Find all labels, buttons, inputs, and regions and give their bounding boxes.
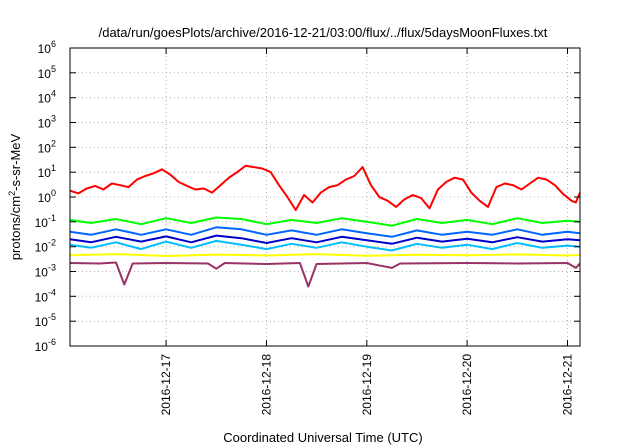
y-tick-label-base: 10 <box>38 42 52 56</box>
y-tick-label-base: 10 <box>35 290 49 304</box>
y-tick-label: 102 <box>38 138 56 155</box>
y-tick-label-exp: 0 <box>51 188 56 198</box>
y-tick-label: 10-2 <box>35 238 56 255</box>
y-tick-label: 100 <box>38 188 56 205</box>
y-tick-label-exp: 1 <box>51 163 56 173</box>
y-tick-label: 103 <box>38 114 56 131</box>
y-axis-label-base: protons/cm <box>8 196 23 260</box>
x-tick-label: 2016-12-20 <box>460 354 474 416</box>
x-tick-label: 2016-12-21 <box>561 354 575 416</box>
y-tick-label: 10-6 <box>35 337 56 354</box>
x-tick-labels: 2016-12-17 2016-12-18 2016-12-19 2016-12-20… <box>159 354 574 416</box>
y-tick-label: 10-3 <box>35 263 56 280</box>
y-tick-label-base: 10 <box>38 166 52 180</box>
y-tick-label-exp: 4 <box>51 89 56 99</box>
y-axis-label-sup: 2 <box>7 191 17 196</box>
y-tick-label-base: 10 <box>38 191 52 205</box>
y-tick-label: 10-5 <box>35 312 56 329</box>
y-tick-label: 10-4 <box>35 287 56 304</box>
y-tick-label: 106 <box>38 39 56 56</box>
y-tick-label-exp: -4 <box>48 287 56 297</box>
series-line-1 <box>69 164 581 211</box>
x-tick-label: 2016-12-18 <box>260 354 274 416</box>
series-line-7 <box>69 261 581 288</box>
y-tick-label-base: 10 <box>38 117 52 131</box>
y-tick-label-base: 10 <box>38 92 52 106</box>
y-tick-label-base: 10 <box>35 315 49 329</box>
y-tick-label-exp: 3 <box>51 114 56 124</box>
chart-title: /data/run/goesPlots/archive/2016-12-21/0… <box>99 25 548 40</box>
y-axis-label: protons/cm2-s-sr-MeV <box>7 133 23 260</box>
y-tick-label-base: 10 <box>35 216 49 230</box>
y-tick-label-exp: -6 <box>48 337 56 347</box>
y-axis-label-rest: -s-sr-MeV <box>8 133 23 190</box>
y-tick-label: 104 <box>38 89 56 106</box>
y-tick-label-base: 10 <box>38 141 52 155</box>
y-tick-label-exp: -3 <box>48 263 56 273</box>
y-tick-label: 105 <box>38 64 56 81</box>
y-tick-label-exp: 5 <box>51 64 56 74</box>
y-tick-label-exp: -1 <box>48 213 56 223</box>
x-tick-label: 2016-12-17 <box>159 354 173 416</box>
y-tick-label-base: 10 <box>35 241 49 255</box>
y-tick-label-base: 10 <box>35 340 49 354</box>
series-line-3 <box>69 226 581 238</box>
y-tick-label: 10-1 <box>35 213 56 230</box>
y-tick-label-exp: -2 <box>48 238 56 248</box>
x-axis-label: Coordinated Universal Time (UTC) <box>223 430 422 445</box>
grid <box>70 48 580 346</box>
series-line-4 <box>69 239 581 252</box>
tick-marks <box>70 47 580 347</box>
y-tick-label-exp: -5 <box>48 312 56 322</box>
series-layer <box>69 164 581 288</box>
series-line-2 <box>69 216 581 227</box>
series-line-6 <box>69 253 581 257</box>
series-line-5 <box>69 234 581 245</box>
y-tick-label: 101 <box>38 163 56 180</box>
x-tick-label: 2016-12-19 <box>360 354 374 416</box>
y-tick-label-base: 10 <box>35 266 49 280</box>
y-tick-label-base: 10 <box>38 67 52 81</box>
y-tick-label-exp: 2 <box>51 138 56 148</box>
y-tick-label-exp: 6 <box>51 39 56 49</box>
y-tick-labels: 10-610-510-410-310-210-11001011021031041… <box>35 39 56 354</box>
